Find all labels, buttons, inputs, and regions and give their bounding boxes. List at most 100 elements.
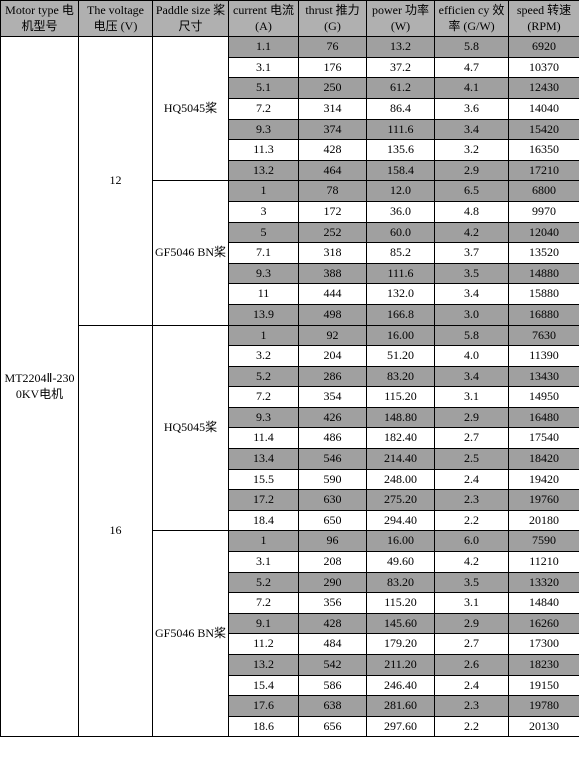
power-cell: 36.0 (367, 201, 435, 222)
current-cell: 5.1 (229, 78, 299, 99)
thrust-cell: 250 (299, 78, 367, 99)
current-cell: 7.2 (229, 387, 299, 408)
thrust-cell: 286 (299, 366, 367, 387)
power-cell: 49.60 (367, 552, 435, 573)
thrust-cell: 314 (299, 98, 367, 119)
speed-cell: 14840 (509, 593, 579, 614)
speed-cell: 15880 (509, 284, 579, 305)
speed-cell: 19420 (509, 469, 579, 490)
efficiency-cell: 4.2 (435, 222, 509, 243)
speed-cell: 14880 (509, 263, 579, 284)
power-cell: 132.0 (367, 284, 435, 305)
efficiency-cell: 6.0 (435, 531, 509, 552)
efficiency-cell: 2.7 (435, 634, 509, 655)
efficiency-cell: 2.4 (435, 469, 509, 490)
speed-cell: 13430 (509, 366, 579, 387)
thrust-cell: 630 (299, 490, 367, 511)
efficiency-cell: 2.9 (435, 160, 509, 181)
header-row: Motor type 电机型号 The voltage 电压 (V) Paddl… (1, 1, 579, 37)
current-cell: 13.2 (229, 655, 299, 676)
power-cell: 135.6 (367, 140, 435, 161)
current-cell: 9.1 (229, 613, 299, 634)
efficiency-cell: 3.7 (435, 243, 509, 264)
efficiency-cell: 4.2 (435, 552, 509, 573)
speed-cell: 17540 (509, 428, 579, 449)
efficiency-cell: 5.8 (435, 37, 509, 58)
paddle-cell: HQ5045桨 (153, 37, 229, 181)
thrust-cell: 318 (299, 243, 367, 264)
thrust-cell: 444 (299, 284, 367, 305)
efficiency-cell: 5.8 (435, 325, 509, 346)
speed-cell: 17300 (509, 634, 579, 655)
speed-cell: 11390 (509, 346, 579, 367)
speed-cell: 12040 (509, 222, 579, 243)
power-cell: 16.00 (367, 325, 435, 346)
efficiency-cell: 3.0 (435, 304, 509, 325)
current-cell: 5.2 (229, 366, 299, 387)
power-cell: 83.20 (367, 366, 435, 387)
current-cell: 7.2 (229, 98, 299, 119)
efficiency-cell: 2.3 (435, 696, 509, 717)
current-cell: 18.4 (229, 510, 299, 531)
power-cell: 37.2 (367, 57, 435, 78)
current-cell: 17.2 (229, 490, 299, 511)
efficiency-cell: 2.4 (435, 675, 509, 696)
power-cell: 12.0 (367, 181, 435, 202)
current-cell: 1 (229, 531, 299, 552)
power-cell: 166.8 (367, 304, 435, 325)
current-cell: 5 (229, 222, 299, 243)
thrust-cell: 374 (299, 119, 367, 140)
paddle-cell: GF5046 BN桨 (153, 181, 229, 325)
power-cell: 275.20 (367, 490, 435, 511)
power-cell: 246.40 (367, 675, 435, 696)
thrust-cell: 92 (299, 325, 367, 346)
current-cell: 1 (229, 181, 299, 202)
current-cell: 3.1 (229, 57, 299, 78)
speed-cell: 16880 (509, 304, 579, 325)
thrust-cell: 546 (299, 449, 367, 470)
current-cell: 3.2 (229, 346, 299, 367)
current-cell: 3 (229, 201, 299, 222)
power-cell: 86.4 (367, 98, 435, 119)
thrust-cell: 498 (299, 304, 367, 325)
power-cell: 115.20 (367, 593, 435, 614)
current-cell: 9.3 (229, 263, 299, 284)
speed-cell: 7630 (509, 325, 579, 346)
current-cell: 9.3 (229, 119, 299, 140)
current-cell: 18.6 (229, 716, 299, 737)
header-motor: Motor type 电机型号 (1, 1, 79, 37)
power-cell: 85.2 (367, 243, 435, 264)
current-cell: 13.2 (229, 160, 299, 181)
efficiency-cell: 6.5 (435, 181, 509, 202)
thrust-cell: 590 (299, 469, 367, 490)
efficiency-cell: 3.1 (435, 593, 509, 614)
power-cell: 179.20 (367, 634, 435, 655)
thrust-cell: 388 (299, 263, 367, 284)
efficiency-cell: 2.7 (435, 428, 509, 449)
speed-cell: 16260 (509, 613, 579, 634)
efficiency-cell: 2.2 (435, 716, 509, 737)
voltage-cell: 12 (79, 37, 153, 325)
speed-cell: 13520 (509, 243, 579, 264)
speed-cell: 6800 (509, 181, 579, 202)
efficiency-cell: 3.5 (435, 572, 509, 593)
thrust-cell: 638 (299, 696, 367, 717)
speed-cell: 19760 (509, 490, 579, 511)
current-cell: 1 (229, 325, 299, 346)
efficiency-cell: 4.1 (435, 78, 509, 99)
thrust-cell: 656 (299, 716, 367, 737)
current-cell: 11.2 (229, 634, 299, 655)
current-cell: 11.4 (229, 428, 299, 449)
efficiency-cell: 2.3 (435, 490, 509, 511)
power-cell: 281.60 (367, 696, 435, 717)
speed-cell: 9970 (509, 201, 579, 222)
power-cell: 51.20 (367, 346, 435, 367)
thrust-cell: 176 (299, 57, 367, 78)
table-body: MT2204Ⅱ-2300KV电机12HQ5045桨1.17613.25.8692… (1, 37, 579, 737)
header-voltage: The voltage 电压 (V) (79, 1, 153, 37)
efficiency-cell: 2.2 (435, 510, 509, 531)
current-cell: 5.2 (229, 572, 299, 593)
table-row: MT2204Ⅱ-2300KV电机12HQ5045桨1.17613.25.8692… (1, 37, 579, 58)
header-current: current 电流 (A) (229, 1, 299, 37)
efficiency-cell: 2.9 (435, 613, 509, 634)
